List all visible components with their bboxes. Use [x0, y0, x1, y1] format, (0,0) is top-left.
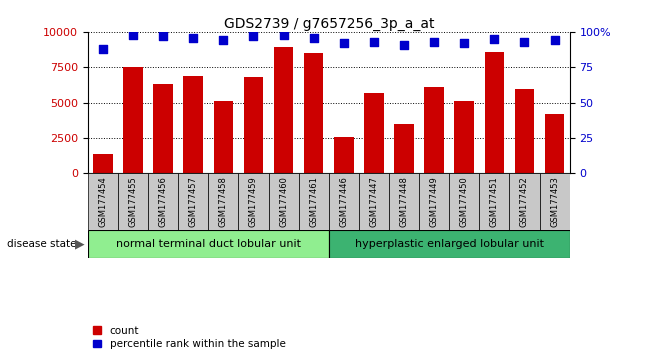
Bar	[515, 88, 534, 173]
Bar	[329, 230, 570, 258]
Bar	[184, 76, 203, 173]
Text: GSM177447: GSM177447	[369, 176, 378, 227]
Title: GDS2739 / g7657256_3p_a_at: GDS2739 / g7657256_3p_a_at	[223, 17, 434, 31]
Text: hyperplastic enlarged lobular unit: hyperplastic enlarged lobular unit	[355, 239, 544, 249]
Text: ▶: ▶	[75, 238, 85, 251]
Point	[368, 39, 379, 45]
Legend: count, percentile rank within the sample: count, percentile rank within the sample	[93, 326, 286, 349]
Point	[158, 33, 169, 39]
Bar	[88, 173, 118, 230]
Bar	[449, 173, 479, 230]
Bar	[424, 87, 444, 173]
Bar	[395, 124, 414, 173]
Text: GSM177450: GSM177450	[460, 176, 469, 227]
Text: GSM177452: GSM177452	[520, 176, 529, 227]
Bar	[545, 114, 564, 173]
Bar	[178, 173, 208, 230]
Bar	[274, 47, 294, 173]
Bar	[364, 93, 383, 173]
Bar	[269, 173, 299, 230]
Point	[248, 33, 258, 39]
Bar	[299, 173, 329, 230]
Bar	[93, 154, 113, 173]
Point	[128, 32, 138, 38]
Point	[459, 40, 469, 46]
Text: GSM177457: GSM177457	[189, 176, 198, 227]
Text: disease state: disease state	[7, 239, 76, 249]
Bar	[510, 173, 540, 230]
Bar	[359, 173, 389, 230]
Bar	[304, 53, 324, 173]
Bar	[118, 173, 148, 230]
Point	[98, 46, 108, 52]
Text: GSM177449: GSM177449	[430, 176, 439, 227]
Bar	[148, 173, 178, 230]
Point	[339, 40, 349, 46]
Text: GSM177456: GSM177456	[159, 176, 168, 227]
Bar	[484, 52, 504, 173]
Bar	[389, 173, 419, 230]
Bar	[334, 137, 353, 173]
Bar	[419, 173, 449, 230]
Text: GSM177448: GSM177448	[400, 176, 409, 227]
Bar	[123, 67, 143, 173]
Point	[218, 38, 229, 43]
Text: GSM177455: GSM177455	[128, 176, 137, 227]
Text: GSM177461: GSM177461	[309, 176, 318, 227]
Bar	[88, 230, 329, 258]
Point	[519, 39, 530, 45]
Bar	[540, 173, 570, 230]
Point	[399, 42, 409, 47]
Bar	[154, 84, 173, 173]
Bar	[243, 77, 263, 173]
Point	[279, 32, 289, 38]
Point	[549, 38, 560, 43]
Bar	[454, 101, 474, 173]
Bar	[479, 173, 510, 230]
Point	[429, 39, 439, 45]
Bar	[214, 101, 233, 173]
Point	[188, 35, 199, 40]
Bar	[238, 173, 269, 230]
Text: GSM177459: GSM177459	[249, 176, 258, 227]
Point	[309, 35, 319, 40]
Text: GSM177453: GSM177453	[550, 176, 559, 227]
Text: GSM177458: GSM177458	[219, 176, 228, 227]
Text: GSM177451: GSM177451	[490, 176, 499, 227]
Text: GSM177460: GSM177460	[279, 176, 288, 227]
Text: GSM177454: GSM177454	[98, 176, 107, 227]
Bar	[208, 173, 238, 230]
Text: GSM177446: GSM177446	[339, 176, 348, 227]
Bar	[329, 173, 359, 230]
Point	[489, 36, 499, 42]
Text: normal terminal duct lobular unit: normal terminal duct lobular unit	[116, 239, 301, 249]
